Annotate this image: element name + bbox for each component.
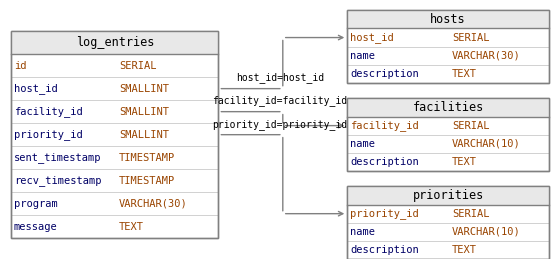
Text: TEXT: TEXT xyxy=(119,222,144,232)
FancyBboxPatch shape xyxy=(347,186,549,205)
FancyBboxPatch shape xyxy=(347,98,549,171)
Text: facility_id: facility_id xyxy=(0,258,1,259)
Text: TEXT: TEXT xyxy=(452,157,477,167)
Text: VARCHAR(10): VARCHAR(10) xyxy=(452,227,521,237)
Text: program: program xyxy=(14,199,58,209)
Text: SMALLINT: SMALLINT xyxy=(119,130,169,140)
FancyBboxPatch shape xyxy=(11,31,218,54)
Text: TIMESTAMP: TIMESTAMP xyxy=(119,176,175,186)
Text: recv_timestamp: recv_timestamp xyxy=(14,175,101,186)
Text: name: name xyxy=(350,139,375,149)
Text: name: name xyxy=(350,227,375,237)
Text: host_id: host_id xyxy=(0,258,1,259)
Text: priority_id: priority_id xyxy=(350,208,419,219)
Text: facility_id: facility_id xyxy=(350,120,419,131)
Text: TIMESTAMP: TIMESTAMP xyxy=(119,153,175,163)
Text: VARCHAR(30): VARCHAR(30) xyxy=(119,199,188,209)
Text: facility_id: facility_id xyxy=(14,106,83,117)
Text: SERIAL: SERIAL xyxy=(119,61,156,71)
Text: message: message xyxy=(14,222,58,232)
Text: description: description xyxy=(350,69,419,79)
Text: priority_id=priority_id: priority_id=priority_id xyxy=(212,119,348,130)
FancyBboxPatch shape xyxy=(347,186,549,259)
Text: description: description xyxy=(350,157,419,167)
Text: VARCHAR(10): VARCHAR(10) xyxy=(452,139,521,149)
Text: SMALLINT: SMALLINT xyxy=(119,107,169,117)
Text: priorities: priorities xyxy=(412,189,484,202)
Text: host_id: host_id xyxy=(14,83,58,94)
Text: SERIAL: SERIAL xyxy=(452,209,489,219)
Text: TEXT: TEXT xyxy=(452,69,477,79)
Text: hosts: hosts xyxy=(430,13,466,26)
FancyBboxPatch shape xyxy=(347,10,549,28)
Text: SMALLINT: SMALLINT xyxy=(119,84,169,94)
Text: priority_id: priority_id xyxy=(0,258,1,259)
Text: facility_id=facility_id: facility_id=facility_id xyxy=(212,96,348,106)
Text: facilities: facilities xyxy=(412,101,484,114)
Text: VARCHAR(30): VARCHAR(30) xyxy=(452,51,521,61)
Text: SERIAL: SERIAL xyxy=(452,33,489,42)
Text: TEXT: TEXT xyxy=(452,245,477,255)
Text: log_entries: log_entries xyxy=(76,36,154,49)
Text: id: id xyxy=(0,258,1,259)
Text: name: name xyxy=(350,51,375,61)
Text: priority_id: priority_id xyxy=(14,129,83,140)
FancyBboxPatch shape xyxy=(347,10,549,83)
Text: SERIAL: SERIAL xyxy=(452,121,489,131)
Text: sent_timestamp: sent_timestamp xyxy=(14,152,101,163)
FancyBboxPatch shape xyxy=(11,31,218,238)
Text: host_id: host_id xyxy=(350,32,394,43)
Text: host_id=host_id: host_id=host_id xyxy=(236,73,324,83)
FancyBboxPatch shape xyxy=(347,98,549,117)
Text: description: description xyxy=(350,245,419,255)
Text: id: id xyxy=(14,61,26,71)
